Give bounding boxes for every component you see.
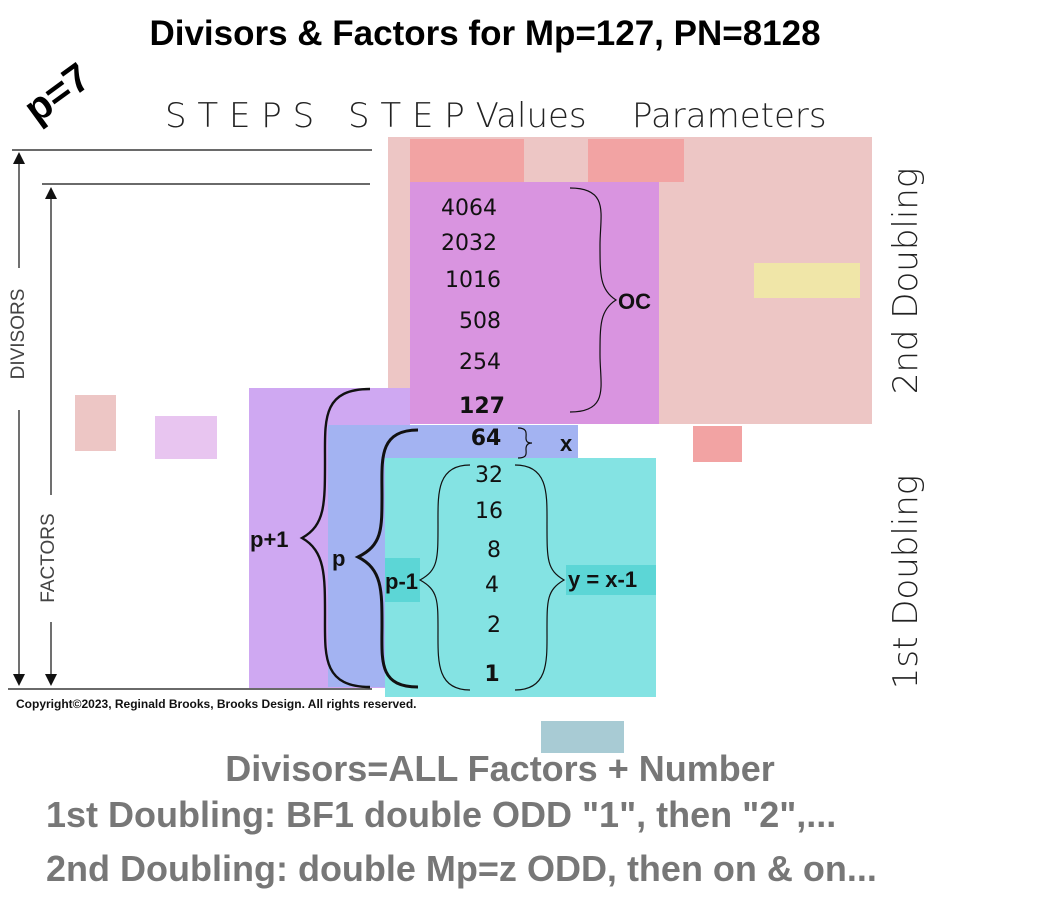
header-swatch-values (524, 139, 588, 182)
p-plus-1-label: p+1 (250, 527, 289, 552)
pink-swatch (75, 395, 116, 451)
header-step-values: S T E P Values (348, 96, 587, 136)
value-127: 127 (459, 394, 505, 419)
p-minus-1-label-bg (385, 558, 420, 602)
x-label: x (560, 431, 573, 456)
p-minus-1-label: p-1 (385, 569, 418, 594)
value-1: 1 (484, 662, 500, 687)
value-4064: 4064 (441, 196, 497, 221)
diagram-title: Divisors & Factors for Mp=127, PN=8128 (149, 14, 821, 53)
value-4: 4 (485, 573, 499, 598)
y-equals-label: y = x-1 (568, 567, 638, 592)
header-parameters: Parameters (632, 96, 827, 136)
factors-axis-label: FACTORS (38, 513, 59, 603)
salmon-swatch (693, 426, 742, 462)
footer-line-3: 2nd Doubling: double Mp=z ODD, then on &… (46, 848, 877, 889)
lilac-swatch (155, 416, 217, 459)
divisors-axis-label: DIVISORS (8, 288, 29, 380)
value-508: 508 (459, 309, 501, 334)
oc-brace (569, 187, 618, 413)
value-254: 254 (459, 350, 501, 375)
copyright-text: Copyright©2023, Reginald Brooks, Brooks … (16, 697, 417, 711)
p-minus-1-left-brace (418, 464, 471, 691)
yellow-swatch (754, 263, 860, 298)
x-brace (517, 427, 533, 459)
p-brace (354, 428, 419, 689)
value-1016: 1016 (445, 268, 501, 293)
header-swatch-steps (410, 139, 524, 182)
oc-label: OC (618, 289, 651, 314)
header-steps: S T E P S (165, 96, 315, 136)
value-64: 64 (470, 426, 502, 451)
footer-line-2: 1st Doubling: BF1 double ODD "1", then "… (46, 794, 837, 835)
header-swatch-parameters (588, 139, 684, 182)
first-doubling-label: 1st Doubling (886, 474, 926, 690)
footer-line-1: Divisors=ALL Factors + Number (225, 748, 775, 789)
value-8: 8 (487, 538, 501, 563)
p-label: p (332, 546, 346, 571)
value-2032: 2032 (441, 231, 497, 256)
steelblue-swatch (541, 721, 624, 753)
y-right-brace (514, 464, 566, 691)
second-doubling-label: 2nd Doubling (886, 167, 926, 395)
value-2: 2 (487, 613, 501, 638)
p-plus-1-brace (299, 387, 371, 689)
value-16: 16 (475, 499, 503, 524)
value-32: 32 (475, 463, 503, 488)
y-label-bg (566, 565, 656, 595)
oc-block (410, 182, 659, 424)
